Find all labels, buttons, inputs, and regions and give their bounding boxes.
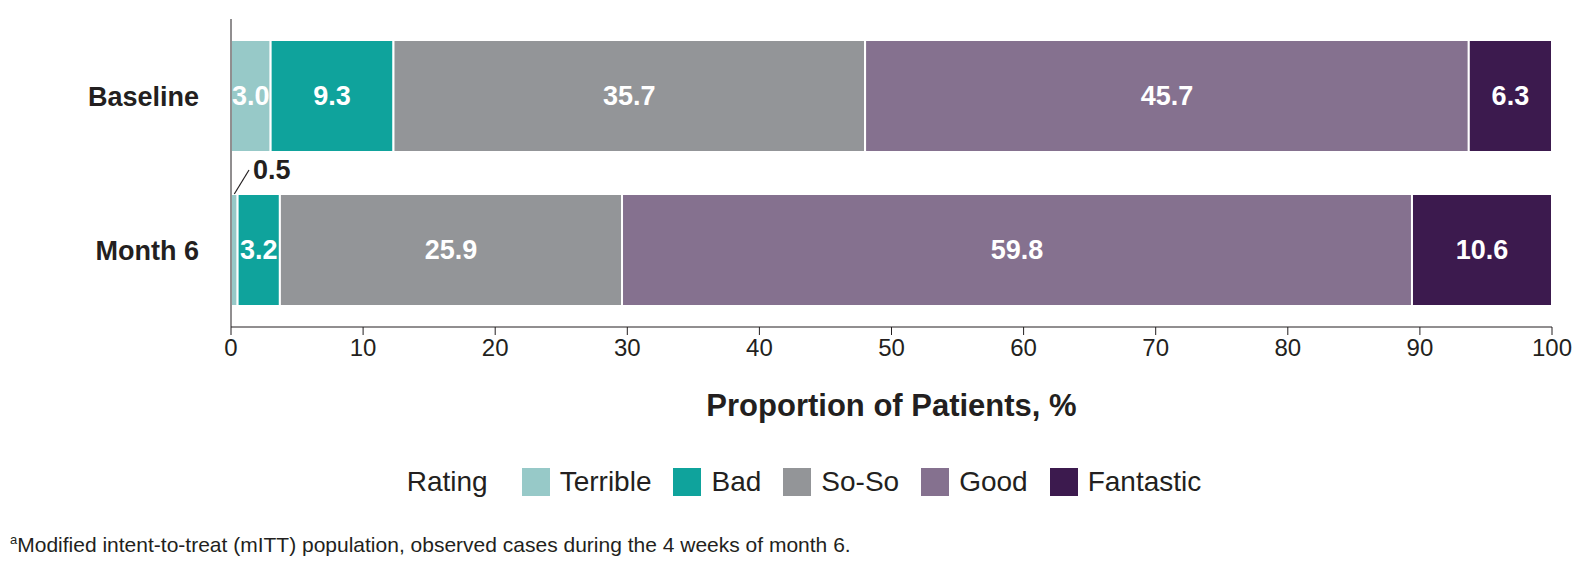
svg-text:0.5: 0.5 bbox=[253, 155, 291, 185]
html-text:Proportion of Patients, %: Proportion of Patients, % bbox=[706, 388, 1077, 423]
html-text:Rating: Rating bbox=[406, 466, 488, 497]
html-text:Terrible: Terrible bbox=[559, 466, 652, 497]
svg-text:35.7: 35.7 bbox=[603, 81, 656, 111]
svg-text:10.6: 10.6 bbox=[1456, 235, 1509, 265]
svg-text:0: 0 bbox=[224, 334, 237, 361]
svg-text:40: 40 bbox=[746, 334, 773, 361]
svg-text:100: 100 bbox=[1532, 334, 1572, 361]
svg-text:20: 20 bbox=[482, 334, 509, 361]
svg-text:50: 50 bbox=[878, 334, 905, 361]
svg-text:70: 70 bbox=[1142, 334, 1169, 361]
svg-text:Baseline: Baseline bbox=[88, 82, 199, 112]
svg-text:30: 30 bbox=[614, 334, 641, 361]
svg-text:25.9: 25.9 bbox=[425, 235, 478, 265]
html-text:aModified intent-to-treat (mIT: aModified intent-to-treat (mITT) populat… bbox=[10, 532, 851, 556]
svg-text:59.8: 59.8 bbox=[991, 235, 1044, 265]
svg-text:Month 6: Month 6 bbox=[96, 236, 199, 266]
svg-text:10: 10 bbox=[350, 334, 377, 361]
html-text:Bad: Bad bbox=[711, 466, 762, 497]
svg-text:80: 80 bbox=[1274, 334, 1301, 361]
svg-text:60: 60 bbox=[1010, 334, 1037, 361]
html-text:Fantastic: Fantastic bbox=[1087, 466, 1202, 497]
svg-text:45.7: 45.7 bbox=[1141, 81, 1194, 111]
html-text:So-So: So-So bbox=[821, 466, 900, 497]
svg-text:3.0: 3.0 bbox=[232, 81, 270, 111]
svg-text:9.3: 9.3 bbox=[313, 81, 351, 111]
svg-text:90: 90 bbox=[1407, 334, 1434, 361]
svg-text:3.2: 3.2 bbox=[240, 235, 278, 265]
html-text:Good: Good bbox=[959, 466, 1028, 497]
svg-text:6.3: 6.3 bbox=[1492, 81, 1530, 111]
